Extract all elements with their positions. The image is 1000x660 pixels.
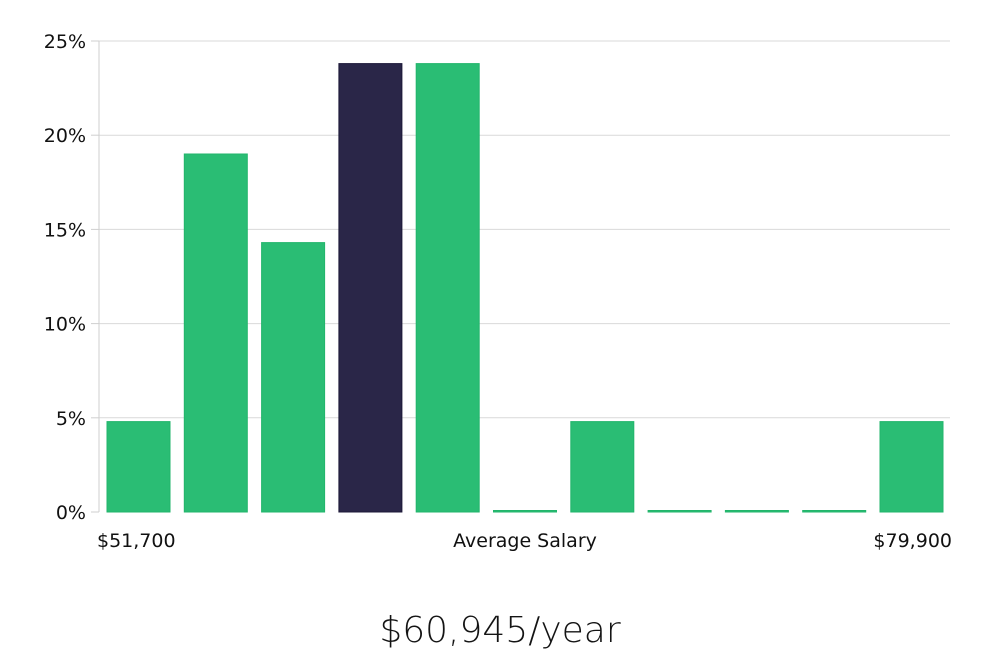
- bar-highlighted: [338, 63, 403, 513]
- y-tick-label: 20%: [44, 125, 86, 147]
- bar: [724, 510, 789, 513]
- bar: [261, 242, 326, 513]
- y-tick-label: 0%: [56, 502, 86, 524]
- y-tick-label: 25%: [44, 31, 86, 53]
- bar: [802, 510, 867, 513]
- x-axis-title: Average Salary: [453, 530, 597, 552]
- bar: [647, 510, 712, 513]
- salary-histogram: 0%5%10%15%20%25% $51,700 Average Salary …: [44, 31, 952, 552]
- bar: [183, 153, 248, 513]
- bar: [570, 421, 635, 513]
- y-axis-ticks: 0% 5% 10% 15% 20% 25%: [44, 31, 99, 524]
- bar: [493, 510, 557, 513]
- bar: [879, 421, 944, 513]
- average-salary-value: $60,945/year: [379, 610, 621, 651]
- x-max-label: $79,900: [873, 530, 952, 552]
- x-min-label: $51,700: [97, 530, 176, 552]
- bars-group: [106, 63, 944, 513]
- y-tick-label: 15%: [44, 219, 86, 241]
- y-tick-label: 10%: [44, 314, 86, 336]
- bar: [106, 421, 171, 513]
- bar: [415, 63, 480, 513]
- y-tick-label: 5%: [56, 408, 86, 430]
